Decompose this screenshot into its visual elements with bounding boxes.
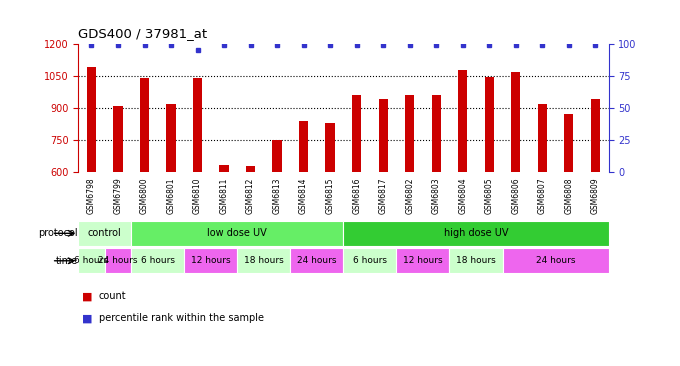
Text: ■: ■	[82, 313, 92, 324]
Text: control: control	[88, 228, 122, 238]
Bar	[396, 249, 449, 273]
Bar	[114, 106, 122, 172]
Text: GSM6806: GSM6806	[511, 178, 520, 214]
Text: GSM6814: GSM6814	[299, 178, 308, 214]
Bar	[78, 221, 131, 246]
Text: 6 hours: 6 hours	[75, 256, 109, 265]
Text: GSM6809: GSM6809	[591, 178, 600, 214]
Bar	[405, 95, 414, 172]
Bar	[432, 95, 441, 172]
Text: 18 hours: 18 hours	[244, 256, 284, 265]
Bar	[564, 114, 573, 172]
Text: GSM6816: GSM6816	[352, 178, 361, 214]
Bar	[131, 249, 184, 273]
Text: GSM6810: GSM6810	[193, 178, 202, 214]
Bar	[220, 165, 228, 172]
Text: high dose UV: high dose UV	[444, 228, 508, 238]
Text: count: count	[99, 291, 126, 302]
Text: protocol: protocol	[38, 228, 78, 238]
Text: 18 hours: 18 hours	[456, 256, 496, 265]
Text: 6 hours: 6 hours	[141, 256, 175, 265]
Text: 24 hours: 24 hours	[98, 256, 138, 265]
Bar	[326, 123, 335, 172]
Text: GSM6803: GSM6803	[432, 178, 441, 214]
Text: time: time	[56, 256, 78, 266]
Bar	[343, 249, 396, 273]
Bar	[237, 249, 290, 273]
Text: GSM6801: GSM6801	[167, 178, 175, 214]
Bar	[87, 67, 96, 172]
Bar	[246, 165, 255, 172]
Text: 12 hours: 12 hours	[191, 256, 231, 265]
Text: GSM6817: GSM6817	[379, 178, 388, 214]
Bar	[167, 104, 175, 172]
Text: GDS400 / 37981_at: GDS400 / 37981_at	[78, 27, 207, 40]
Bar	[485, 77, 494, 172]
Bar	[193, 78, 202, 172]
Bar	[538, 104, 547, 172]
Bar	[290, 249, 343, 273]
Text: GSM6808: GSM6808	[564, 178, 573, 214]
Text: 24 hours: 24 hours	[297, 256, 337, 265]
Text: GSM6798: GSM6798	[87, 178, 96, 214]
Bar	[449, 249, 503, 273]
Text: GSM6815: GSM6815	[326, 178, 335, 214]
Text: GSM6800: GSM6800	[140, 178, 149, 214]
Text: ■: ■	[82, 291, 92, 302]
Bar	[299, 121, 308, 172]
Text: GSM6812: GSM6812	[246, 178, 255, 214]
Bar	[343, 221, 609, 246]
Bar	[591, 100, 600, 172]
Bar	[184, 249, 237, 273]
Text: GSM6799: GSM6799	[114, 178, 122, 214]
Text: percentile rank within the sample: percentile rank within the sample	[99, 313, 264, 324]
Text: GSM6802: GSM6802	[405, 178, 414, 214]
Bar	[78, 249, 105, 273]
Bar	[458, 70, 467, 172]
Text: GSM6804: GSM6804	[458, 178, 467, 214]
Text: GSM6805: GSM6805	[485, 178, 494, 214]
Text: GSM6813: GSM6813	[273, 178, 282, 214]
Text: 6 hours: 6 hours	[353, 256, 387, 265]
Bar	[352, 95, 361, 172]
Bar	[273, 140, 282, 172]
Bar	[511, 72, 520, 172]
Bar	[131, 221, 343, 246]
Bar	[105, 249, 131, 273]
Text: GSM6807: GSM6807	[538, 178, 547, 214]
Bar	[379, 100, 388, 172]
Text: low dose UV: low dose UV	[207, 228, 267, 238]
Text: 24 hours: 24 hours	[536, 256, 575, 265]
Bar	[140, 78, 149, 172]
Text: GSM6811: GSM6811	[220, 178, 228, 214]
Bar	[503, 249, 609, 273]
Text: 12 hours: 12 hours	[403, 256, 443, 265]
